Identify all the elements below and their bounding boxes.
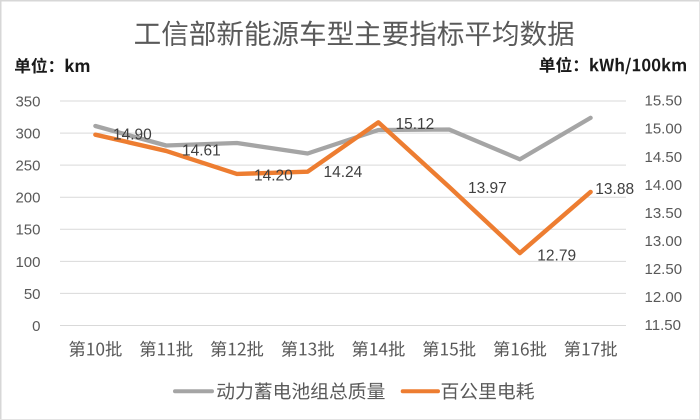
svg-text:11.50: 11.50 bbox=[645, 317, 681, 334]
svg-text:350: 350 bbox=[15, 93, 40, 110]
svg-text:14.61: 14.61 bbox=[182, 143, 221, 160]
svg-text:250: 250 bbox=[15, 158, 40, 175]
svg-text:50: 50 bbox=[24, 286, 41, 303]
svg-text:13.88: 13.88 bbox=[595, 181, 634, 198]
svg-text:150: 150 bbox=[15, 222, 40, 239]
svg-text:100: 100 bbox=[15, 254, 40, 271]
svg-text:13.97: 13.97 bbox=[468, 180, 507, 197]
svg-text:14.00: 14.00 bbox=[645, 177, 683, 194]
svg-text:14.24: 14.24 bbox=[324, 164, 363, 181]
svg-text:15.00: 15.00 bbox=[645, 121, 683, 138]
svg-text:14.50: 14.50 bbox=[645, 149, 683, 166]
svg-text:15.12: 15.12 bbox=[396, 116, 435, 133]
svg-text:200: 200 bbox=[15, 190, 40, 207]
svg-text:13.50: 13.50 bbox=[645, 205, 683, 222]
svg-text:14.90: 14.90 bbox=[113, 127, 152, 144]
svg-text:12.79: 12.79 bbox=[537, 248, 576, 265]
svg-text:0: 0 bbox=[32, 318, 40, 335]
svg-text:300: 300 bbox=[15, 126, 40, 143]
svg-text:13.00: 13.00 bbox=[645, 233, 683, 250]
svg-text:12.50: 12.50 bbox=[645, 261, 683, 278]
svg-text:14.20: 14.20 bbox=[254, 168, 293, 185]
svg-text:15.50: 15.50 bbox=[645, 93, 683, 110]
svg-text:12.00: 12.00 bbox=[645, 289, 683, 306]
